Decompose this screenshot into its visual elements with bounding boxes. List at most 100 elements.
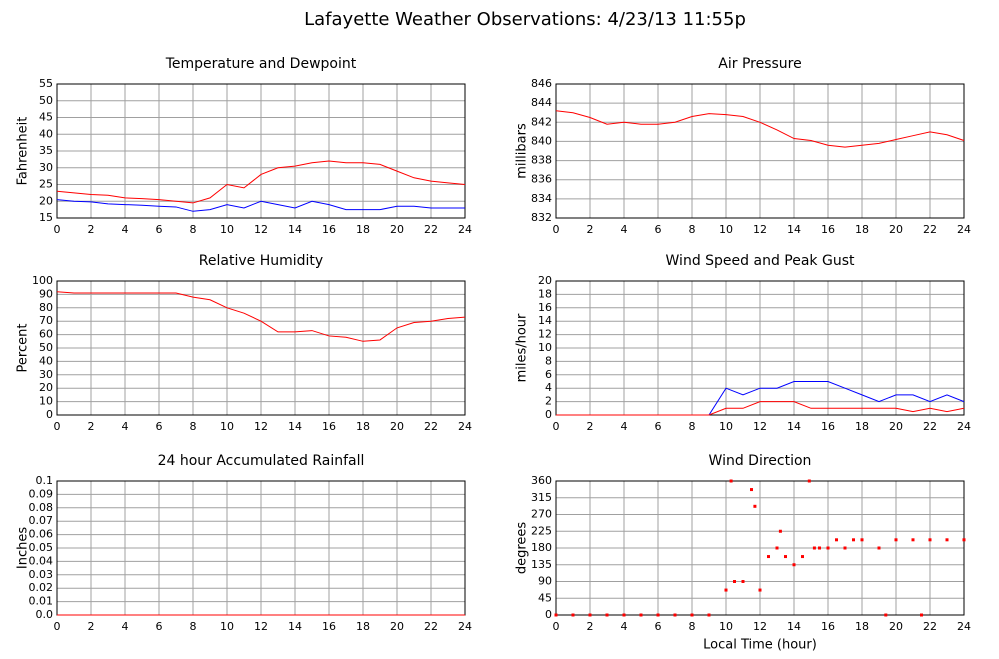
data-point — [911, 538, 915, 542]
y-axis-label: miles/hour — [515, 313, 530, 382]
y-tick-label: 0.02 — [29, 581, 54, 594]
y-tick-label: 135 — [531, 558, 552, 571]
data-point — [733, 580, 736, 583]
x-tick-label: 24 — [458, 620, 472, 633]
y-tick-label: 18 — [538, 287, 552, 300]
data-point — [588, 613, 592, 617]
y-tick-label: 838 — [531, 154, 552, 167]
data-point — [778, 529, 782, 533]
data-point — [884, 613, 888, 617]
y-tick-label: 80 — [39, 301, 53, 314]
y-tick-label: 20 — [538, 274, 552, 287]
y-tick-label: 360 — [531, 474, 552, 487]
data-line — [56, 160, 466, 204]
data-point — [724, 588, 728, 592]
y-axis-label: degrees — [515, 522, 530, 575]
x-tick-label: 12 — [753, 420, 767, 433]
x-tick-label: 24 — [957, 223, 971, 236]
y-tick-label: 832 — [531, 211, 552, 224]
x-tick-label: 4 — [122, 620, 129, 633]
x-tick-label: 0 — [54, 420, 61, 433]
x-tick-label: 2 — [88, 620, 95, 633]
y-axis-label: millibars — [515, 123, 530, 179]
y-tick-label: 10 — [39, 395, 53, 408]
data-point — [826, 546, 830, 550]
y-tick-label: 16 — [538, 301, 552, 314]
data-line — [56, 199, 465, 212]
x-tick-label: 20 — [390, 223, 404, 236]
data-point — [753, 504, 757, 508]
x-tick-label: 24 — [957, 620, 971, 633]
data-point — [877, 546, 881, 550]
y-tick-label: 0.1 — [36, 474, 54, 487]
x-tick-label: 4 — [621, 420, 628, 433]
y-axis-label: Inches — [16, 527, 31, 569]
x-tick-label: 16 — [821, 620, 835, 633]
x-tick-label: 20 — [889, 420, 903, 433]
x-tick-label: 20 — [889, 620, 903, 633]
y-tick-label: 0.09 — [29, 487, 54, 500]
x-tick-label: 0 — [54, 223, 61, 236]
x-tick-label: 24 — [957, 420, 971, 433]
x-tick-label: 8 — [190, 420, 197, 433]
y-tick-label: 0 — [545, 408, 552, 421]
x-tick-label: 2 — [587, 420, 594, 433]
x-tick-label: 4 — [122, 223, 129, 236]
y-tick-label: 0.05 — [29, 541, 54, 554]
y-tick-label: 0 — [46, 408, 53, 421]
x-tick-label: 0 — [54, 620, 61, 633]
y-tick-label: 836 — [531, 173, 552, 186]
data-line — [56, 291, 466, 342]
y-tick-label: 842 — [531, 115, 552, 128]
data-point — [622, 613, 626, 617]
x-tick-label: 0 — [553, 223, 560, 236]
x-tick-label: 8 — [190, 223, 197, 236]
x-tick-label: 6 — [655, 420, 662, 433]
x-axis-label: Local Time (hour) — [703, 638, 817, 653]
y-axis-label: Fahrenheit — [16, 117, 31, 186]
data-point — [707, 613, 711, 617]
x-tick-label: 22 — [923, 620, 937, 633]
data-point — [945, 538, 949, 542]
x-tick-label: 16 — [322, 620, 336, 633]
data-point — [605, 613, 609, 617]
data-point — [894, 538, 898, 542]
data-point — [920, 613, 923, 617]
x-tick-label: 14 — [787, 420, 801, 433]
data-point — [767, 555, 770, 559]
x-tick-label: 24 — [458, 223, 472, 236]
x-tick-label: 18 — [356, 223, 370, 236]
x-tick-label: 8 — [689, 620, 696, 633]
x-tick-label: 2 — [587, 620, 594, 633]
x-tick-label: 22 — [424, 420, 438, 433]
x-tick-label: 2 — [88, 223, 95, 236]
x-tick-label: 22 — [424, 620, 438, 633]
data-line — [556, 401, 965, 416]
y-tick-label: 0.07 — [29, 514, 54, 527]
figure-title: Lafayette Weather Observations: 4/23/13 … — [304, 9, 746, 30]
x-tick-label: 22 — [424, 223, 438, 236]
y-tick-label: 6 — [545, 368, 552, 381]
y-tick-label: 0.01 — [29, 595, 54, 608]
x-tick-label: 14 — [288, 420, 302, 433]
panel-title: Wind Speed and Peak Gust — [666, 253, 855, 269]
data-line — [555, 110, 965, 148]
y-tick-label: 30 — [39, 368, 53, 381]
y-tick-label: 100 — [32, 274, 53, 287]
x-tick-label: 10 — [719, 420, 733, 433]
x-tick-label: 6 — [655, 620, 662, 633]
x-tick-label: 12 — [753, 620, 767, 633]
data-point — [818, 546, 821, 550]
panel-title: Wind Direction — [709, 453, 812, 469]
data-point — [729, 479, 733, 483]
data-point — [690, 613, 694, 617]
data-point — [554, 613, 558, 617]
y-tick-label: 0.06 — [29, 528, 54, 541]
x-tick-label: 4 — [122, 420, 129, 433]
panel-title: Temperature and Dewpoint — [165, 56, 357, 72]
x-tick-label: 6 — [655, 223, 662, 236]
x-tick-label: 22 — [923, 223, 937, 236]
y-tick-label: 70 — [39, 314, 53, 327]
x-tick-label: 12 — [254, 620, 268, 633]
